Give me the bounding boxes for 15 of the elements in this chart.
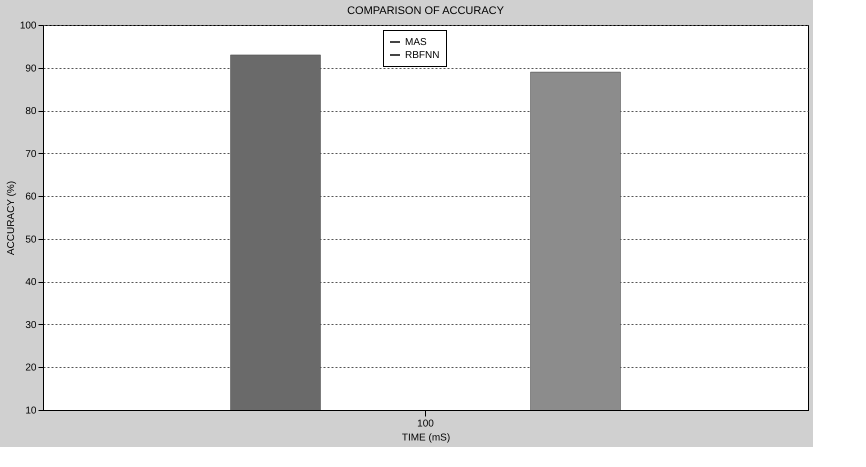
y-tick-label: 80 xyxy=(25,106,37,118)
y-tick-label: 20 xyxy=(25,362,37,374)
x-axis-title: TIME (mS) xyxy=(402,432,450,444)
legend-label: RBFNN xyxy=(405,50,440,61)
y-tick-label: 30 xyxy=(25,320,37,331)
chart-title: COMPARISON OF ACCURACY xyxy=(347,5,505,17)
y-tick-label: 100 xyxy=(20,20,37,32)
y-tick-label: 60 xyxy=(25,192,37,203)
y-tick-label: 50 xyxy=(25,234,37,246)
y-tick-label: 40 xyxy=(25,277,37,288)
y-tick-label: 10 xyxy=(25,406,37,416)
legend-label: MAS xyxy=(405,37,427,48)
y-tick-label: 90 xyxy=(25,63,37,74)
y-axis-title: ACCURACY (%) xyxy=(6,180,17,256)
y-tick-label: 70 xyxy=(25,148,37,160)
